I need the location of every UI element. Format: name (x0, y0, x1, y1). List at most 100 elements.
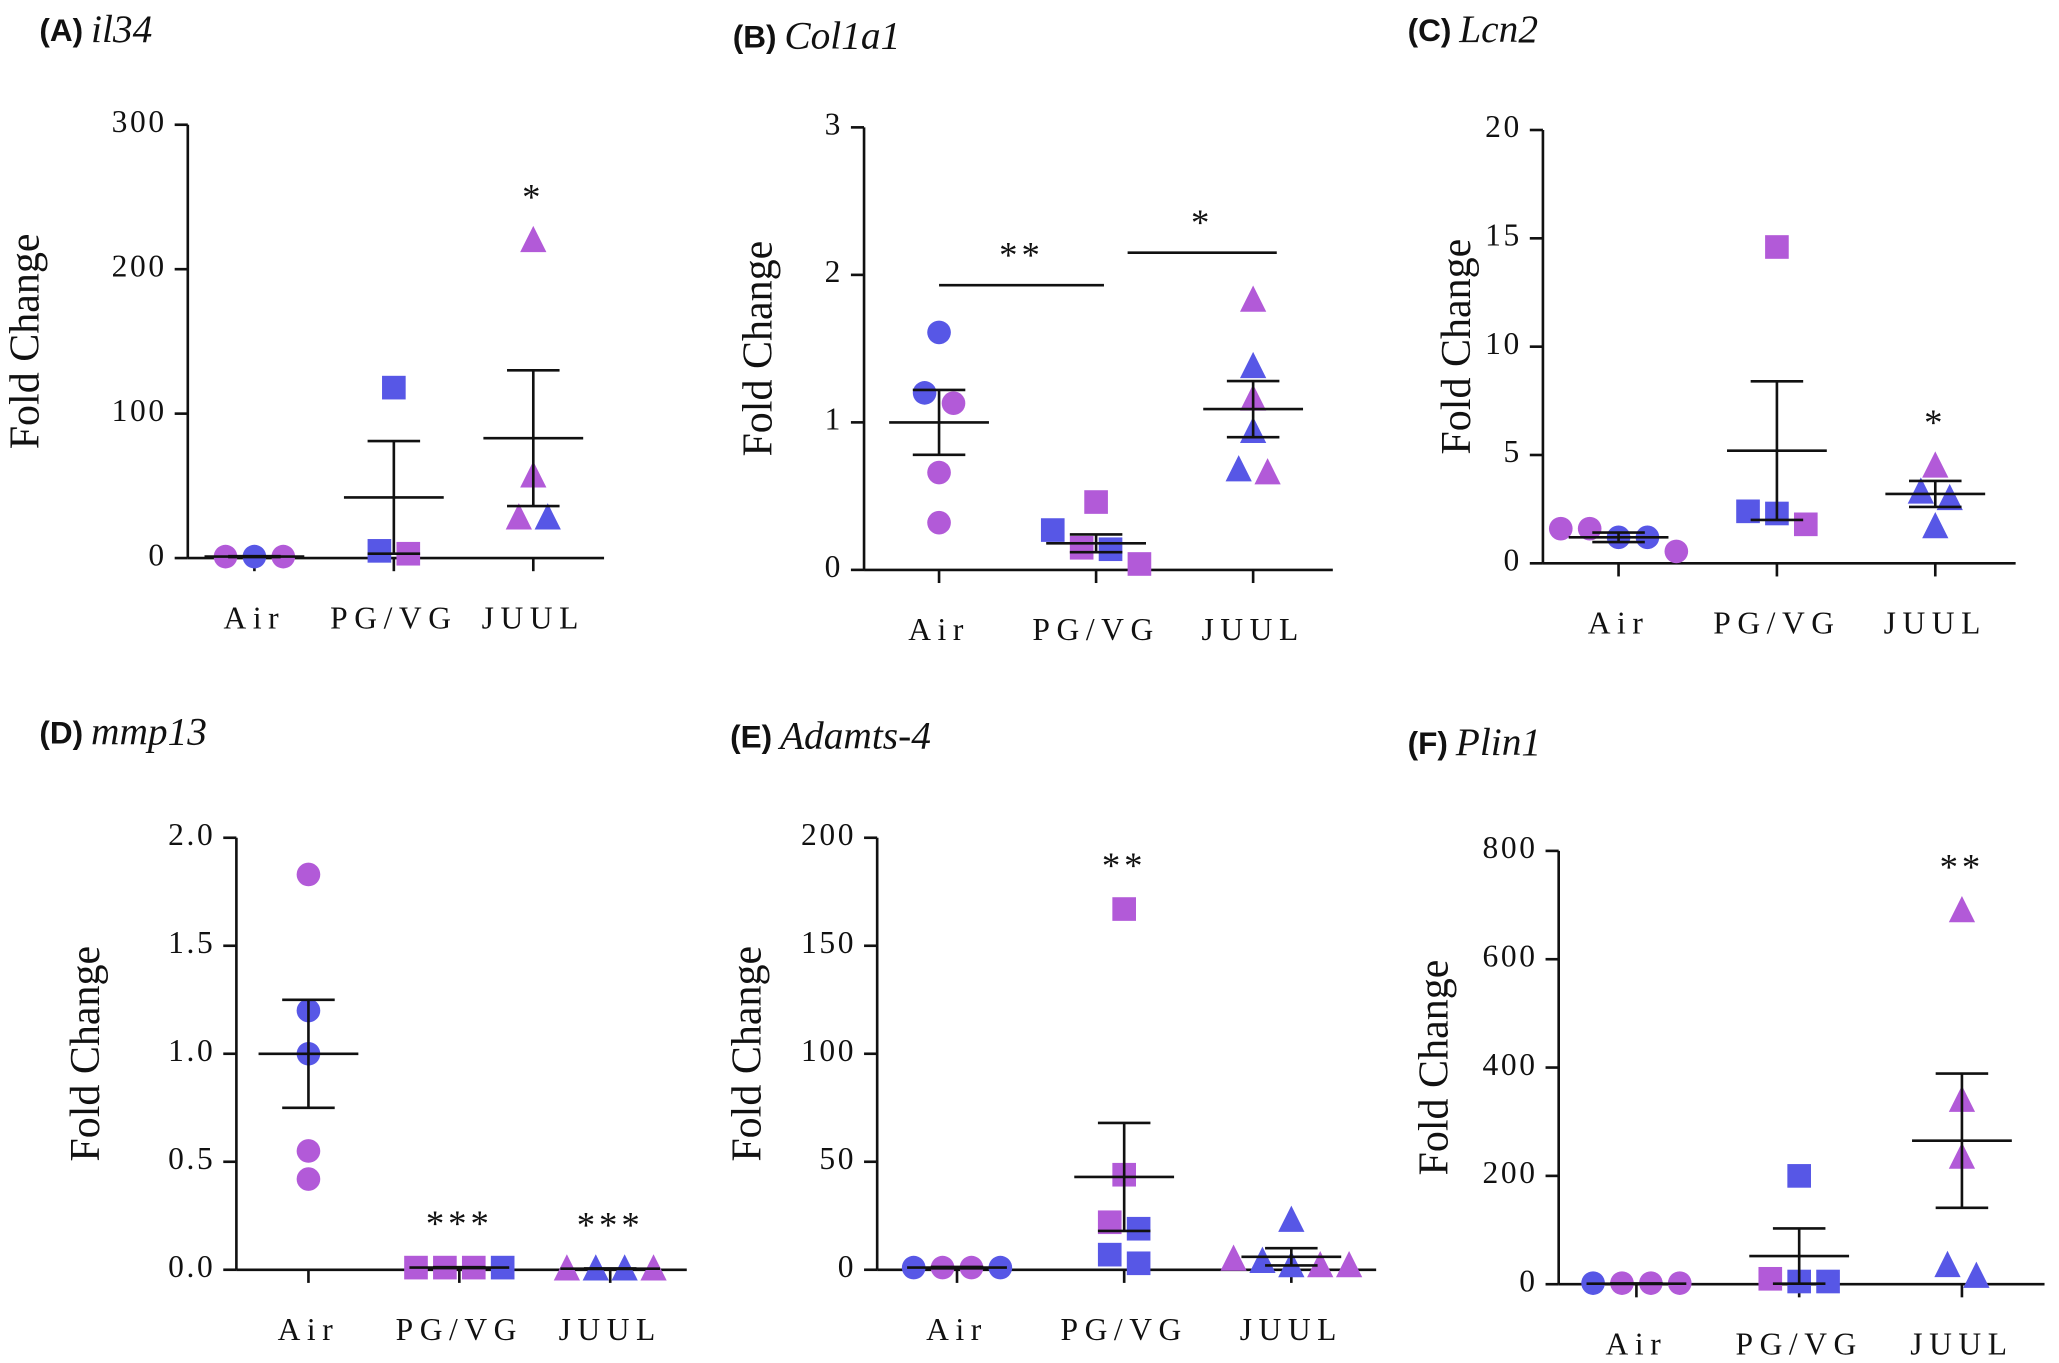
x-tick-label: JUUL (1202, 612, 1305, 647)
panel-title: (A) il34 (39, 7, 152, 51)
y-axis-label: Fold Change (1412, 960, 1458, 1176)
gene-name: mmp13 (91, 709, 207, 753)
y-axis-label: Fold Change (63, 946, 109, 1162)
x-tick-label: PG/VG (1736, 1326, 1863, 1361)
x-tick-label: PG/VG (1061, 1312, 1188, 1347)
x-tick-label: Air (224, 600, 286, 635)
y-tick-label: 2.0 (168, 817, 215, 852)
significance: * (1924, 402, 1946, 443)
data-point (1758, 1266, 1783, 1291)
data-point (1934, 1250, 1961, 1278)
data-point (1254, 458, 1281, 485)
data-point (1922, 512, 1949, 539)
y-tick-label: 200 (1483, 1155, 1538, 1190)
gene-name: Lcn2 (1458, 7, 1538, 51)
x-tick-label: PG/VG (1032, 612, 1159, 647)
data-point (382, 375, 406, 400)
panel-title: (F) Plin1 (1408, 720, 1541, 764)
data-point (1278, 1205, 1305, 1232)
y-axis-label: Fold Change (735, 241, 781, 457)
significance: ** (999, 234, 1044, 275)
panel-title: (E) Adamts-4 (730, 713, 931, 757)
data-point (1816, 1269, 1840, 1294)
data-point (1040, 518, 1065, 542)
data-point (1307, 1251, 1334, 1278)
data-point (1126, 1251, 1151, 1276)
x-tick-label: JUUL (1884, 606, 1987, 641)
y-tick-label: 100 (112, 393, 167, 428)
gene-name: Plin1 (1455, 720, 1541, 764)
data-point (520, 225, 547, 253)
panel-label: (E) (730, 719, 772, 755)
y-tick-label: 1.5 (168, 925, 215, 960)
y-tick-label: 300 (112, 104, 167, 139)
data-point (927, 320, 951, 345)
x-tick-label: PG/VG (330, 600, 457, 635)
data-point (1220, 1244, 1247, 1271)
data-point (1922, 451, 1949, 478)
x-tick-label: Air (1588, 606, 1650, 641)
x-tick-label: JUUL (1910, 1326, 2013, 1361)
y-tick-label: 200 (801, 817, 856, 852)
y-tick-label: 0 (825, 549, 843, 584)
data-point (505, 503, 532, 530)
data-point (296, 1139, 321, 1163)
y-tick-label: 800 (1483, 830, 1538, 865)
data-point (296, 862, 321, 887)
y-tick-label: 3 (825, 107, 843, 142)
significance: * (1191, 202, 1213, 243)
data-point (927, 510, 951, 535)
data-point (1907, 477, 1934, 504)
data-point (1249, 1246, 1276, 1273)
x-tick-label: Air (926, 1312, 988, 1347)
data-point (1548, 516, 1573, 541)
data-point (1098, 537, 1123, 562)
x-tick-label: Air (1606, 1326, 1668, 1361)
y-tick-label: 0 (1519, 1263, 1537, 1298)
data-point (1126, 1216, 1151, 1241)
x-tick-label: JUUL (482, 600, 585, 635)
data-point (927, 460, 951, 485)
significance: *** (426, 1203, 493, 1244)
data-point (1127, 552, 1152, 576)
panel-label: (B) (733, 19, 777, 55)
data-point (367, 539, 392, 563)
y-tick-label: 0.0 (168, 1249, 215, 1284)
data-point (1097, 1210, 1122, 1235)
panel-title: (D) mmp13 (39, 709, 207, 753)
data-point (534, 503, 561, 530)
gene-name: il34 (91, 7, 152, 51)
data-point (1069, 535, 1094, 560)
data-point (1963, 1261, 1990, 1288)
data-point (1948, 896, 1976, 923)
y-tick-label: 0 (148, 537, 166, 572)
y-tick-label: 15 (1485, 218, 1522, 253)
y-tick-label: 0.5 (168, 1141, 215, 1176)
data-point (1765, 235, 1789, 259)
gene-name: Adamts-4 (777, 713, 931, 757)
panel-label: (A) (39, 12, 83, 48)
x-tick-label: JUUL (559, 1312, 662, 1347)
data-point (296, 1167, 321, 1191)
y-axis-label: Fold Change (1434, 239, 1480, 455)
y-tick-label: 20 (1485, 109, 1522, 144)
y-tick-label: 600 (1483, 938, 1538, 973)
data-point (941, 391, 966, 416)
y-axis-label: Fold Change (725, 946, 771, 1162)
panel-title: (C) Lcn2 (1408, 7, 1538, 51)
y-tick-label: 10 (1485, 326, 1522, 361)
y-tick-label: 1 (825, 402, 843, 437)
panel-title: (B) Col1a1 (733, 13, 901, 57)
panel-label: (D) (39, 715, 83, 751)
significance: *** (577, 1205, 644, 1246)
y-tick-label: 0 (1504, 543, 1522, 578)
y-tick-label: 5 (1504, 434, 1522, 469)
panel-label: (C) (1408, 12, 1452, 48)
y-tick-label: 50 (819, 1141, 856, 1176)
y-tick-label: 100 (801, 1033, 856, 1068)
x-tick-label: JUUL (1240, 1312, 1343, 1347)
x-tick-label: PG/VG (1713, 606, 1840, 641)
data-point (912, 381, 937, 405)
significance: ** (1102, 845, 1147, 886)
